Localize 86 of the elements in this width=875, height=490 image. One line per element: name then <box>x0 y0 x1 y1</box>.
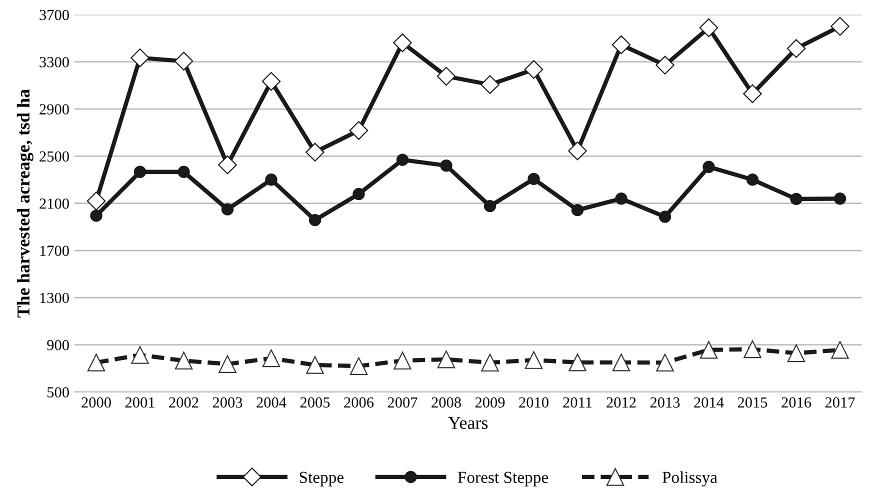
point <box>787 344 806 362</box>
point <box>658 210 672 223</box>
point <box>656 56 674 75</box>
point <box>90 210 102 222</box>
x-axis-title: Years <box>448 416 488 429</box>
point <box>131 346 149 364</box>
point <box>568 141 587 160</box>
point <box>481 354 499 372</box>
point <box>612 354 630 372</box>
point <box>218 156 237 174</box>
x-tick-label: 2000 <box>82 397 111 408</box>
y-tick-label: 2100 <box>40 198 69 209</box>
point <box>308 214 322 226</box>
x-tick-label: 2005 <box>300 397 330 408</box>
x-tick-label: 2012 <box>606 397 636 408</box>
x-tick-label: 2017 <box>825 397 855 408</box>
point <box>218 355 236 373</box>
point <box>178 166 190 178</box>
x-tick-label: 2006 <box>344 397 374 408</box>
point <box>306 142 324 162</box>
x-tick-label: 2010 <box>519 397 548 408</box>
point <box>87 354 106 372</box>
point <box>437 350 456 368</box>
point <box>702 160 715 174</box>
point <box>130 48 150 68</box>
point <box>484 200 496 212</box>
point <box>174 52 194 71</box>
point <box>394 352 412 370</box>
x-tick-label: 2014 <box>694 397 724 408</box>
legend-label: Steppe <box>300 472 344 486</box>
point <box>834 192 846 205</box>
y-tick-label: 900 <box>47 340 69 350</box>
legend-label: Polissya <box>662 471 718 486</box>
point <box>265 174 278 186</box>
point <box>393 33 412 52</box>
y-tick-label: 2500 <box>40 151 69 162</box>
legend-label: Forest Steppe <box>458 472 548 486</box>
y-tick-label: 2900 <box>40 104 69 114</box>
point <box>700 341 718 359</box>
point <box>262 349 280 368</box>
x-tick-label: 2001 <box>125 397 154 408</box>
x-tick-label: 2009 <box>475 397 505 408</box>
y-axis-title: The harvested acreage, tsd ha <box>16 89 34 318</box>
point <box>746 174 759 186</box>
x-tick-label: 2013 <box>650 397 680 408</box>
y-tick-label: 1700 <box>40 246 69 256</box>
point <box>786 39 806 58</box>
point <box>571 204 584 216</box>
y-tick-label: 500 <box>47 387 69 398</box>
point <box>221 203 234 216</box>
x-tick-label: 2015 <box>738 397 768 408</box>
y-tick-label: 3700 <box>40 10 69 20</box>
point <box>352 188 365 200</box>
point <box>396 154 409 166</box>
x-tick-label: 2016 <box>782 397 812 408</box>
y-tick-label: 3300 <box>40 57 69 68</box>
point <box>831 341 849 359</box>
point <box>568 354 586 372</box>
point <box>528 172 540 186</box>
x-tick-label: 2011 <box>563 397 592 408</box>
point <box>744 340 762 358</box>
x-tick-label: 2002 <box>169 397 198 408</box>
point <box>174 352 193 370</box>
x-tick-label: 2007 <box>388 397 418 408</box>
point <box>743 84 762 104</box>
point <box>480 75 500 94</box>
point <box>790 192 802 206</box>
point <box>656 354 674 372</box>
x-tick-label: 2004 <box>256 397 286 408</box>
point <box>440 160 452 172</box>
y-tick-label: 1300 <box>40 292 69 304</box>
point <box>86 192 106 210</box>
point <box>349 121 368 140</box>
point <box>612 35 631 54</box>
point <box>262 72 281 91</box>
point <box>134 166 146 178</box>
point <box>615 192 628 205</box>
point <box>524 60 544 79</box>
x-tick-label: 2008 <box>432 397 461 408</box>
point <box>524 351 543 369</box>
point <box>699 18 718 38</box>
point <box>350 357 368 375</box>
point <box>306 356 324 374</box>
point <box>830 16 850 36</box>
point <box>436 66 456 86</box>
x-tick-label: 2003 <box>212 397 242 408</box>
